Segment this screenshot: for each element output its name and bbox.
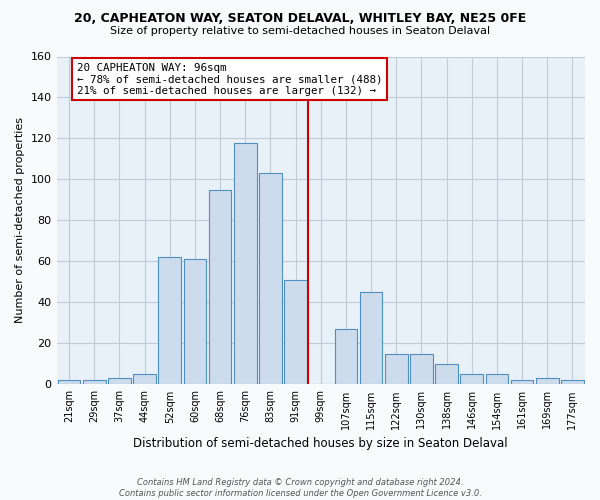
Bar: [385, 354, 407, 384]
Bar: [83, 380, 106, 384]
Bar: [184, 260, 206, 384]
Bar: [485, 374, 508, 384]
Bar: [561, 380, 584, 384]
Text: Contains HM Land Registry data © Crown copyright and database right 2024.
Contai: Contains HM Land Registry data © Crown c…: [119, 478, 481, 498]
Bar: [234, 142, 257, 384]
Bar: [435, 364, 458, 384]
Bar: [335, 329, 357, 384]
Bar: [511, 380, 533, 384]
Bar: [108, 378, 131, 384]
Bar: [158, 258, 181, 384]
Text: Size of property relative to semi-detached houses in Seaton Delaval: Size of property relative to semi-detach…: [110, 26, 490, 36]
Bar: [360, 292, 382, 384]
Bar: [460, 374, 483, 384]
Bar: [410, 354, 433, 384]
Y-axis label: Number of semi-detached properties: Number of semi-detached properties: [15, 118, 25, 324]
Bar: [133, 374, 156, 384]
Bar: [284, 280, 307, 384]
Text: 20 CAPHEATON WAY: 96sqm
← 78% of semi-detached houses are smaller (488)
21% of s: 20 CAPHEATON WAY: 96sqm ← 78% of semi-de…: [77, 62, 382, 96]
Bar: [536, 378, 559, 384]
Bar: [259, 174, 282, 384]
Bar: [58, 380, 80, 384]
Text: 20, CAPHEATON WAY, SEATON DELAVAL, WHITLEY BAY, NE25 0FE: 20, CAPHEATON WAY, SEATON DELAVAL, WHITL…: [74, 12, 526, 26]
Bar: [209, 190, 232, 384]
X-axis label: Distribution of semi-detached houses by size in Seaton Delaval: Distribution of semi-detached houses by …: [133, 437, 508, 450]
